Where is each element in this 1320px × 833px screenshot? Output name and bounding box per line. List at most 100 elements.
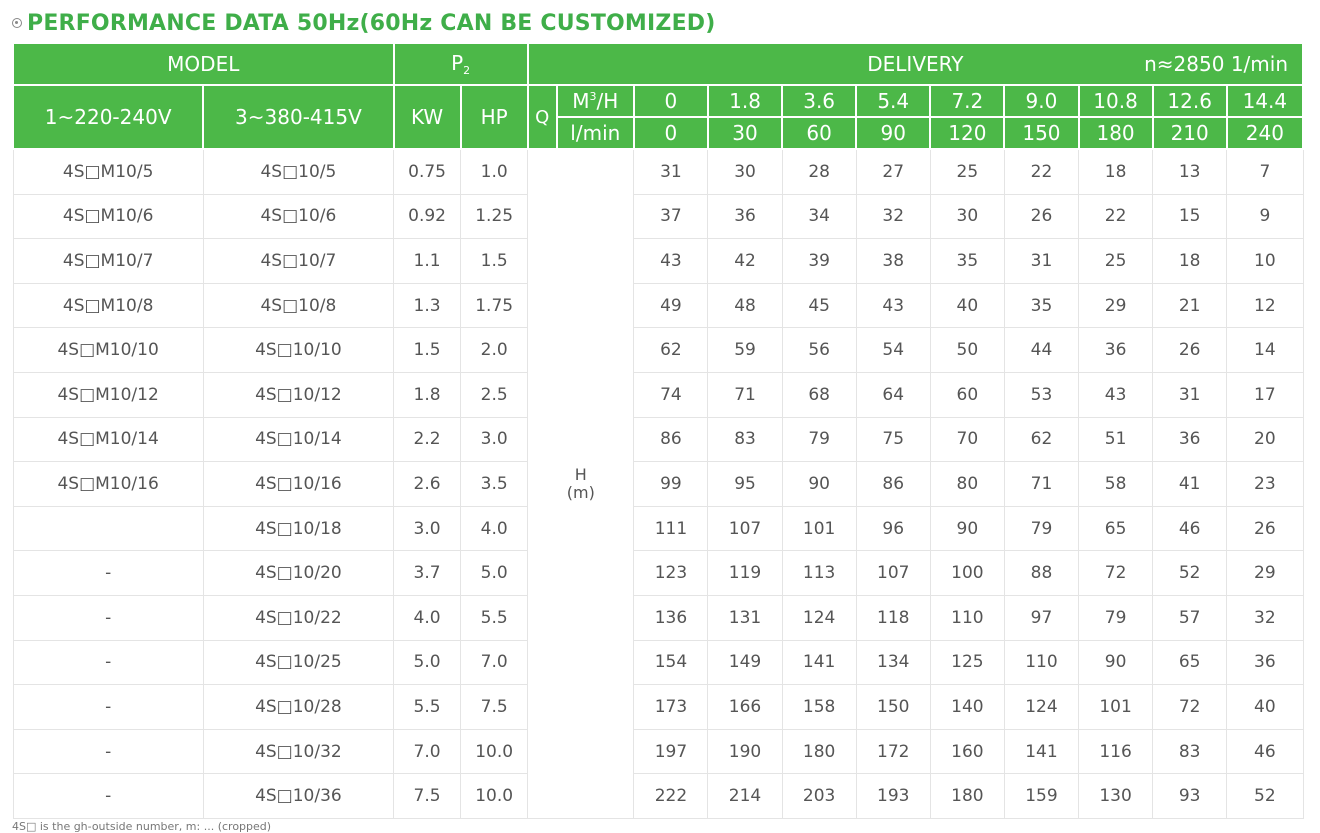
three-phase-model: 4S□10/28 bbox=[202, 684, 395, 730]
kw-value: 5.5 bbox=[393, 684, 462, 730]
head-label: H bbox=[574, 464, 587, 484]
head-value: 43 bbox=[633, 238, 709, 284]
head-value: 46 bbox=[1226, 728, 1304, 775]
head-value: 118 bbox=[855, 594, 931, 641]
head-value: 25 bbox=[929, 148, 1005, 195]
head-value: 36 bbox=[1078, 327, 1154, 373]
head-value: 130 bbox=[1078, 773, 1154, 819]
m3h-value: 14.4 bbox=[1225, 84, 1305, 118]
three-phase-model: 4S□10/22 bbox=[202, 594, 395, 641]
head-value: 27 bbox=[855, 148, 931, 195]
head-value: 44 bbox=[1003, 327, 1080, 373]
head-value: 43 bbox=[1078, 371, 1154, 418]
hp-value: 7.5 bbox=[460, 684, 529, 730]
head-value: 90 bbox=[929, 505, 1005, 552]
table-row: 4S□10/18 3.0 4.0 111 107 101 96 90 79 65 46 26 bbox=[12, 505, 1304, 552]
head-value: 56 bbox=[781, 327, 857, 373]
head-value: 20 bbox=[1226, 416, 1304, 463]
single-phase-model: 4S□M10/12 bbox=[12, 371, 204, 418]
kw-value: 2.2 bbox=[393, 416, 462, 463]
head-value: 26 bbox=[1003, 193, 1080, 240]
hp-value: 5.5 bbox=[460, 594, 529, 641]
head-value: 123 bbox=[633, 550, 709, 596]
head-value: 18 bbox=[1078, 148, 1154, 195]
head-value: 32 bbox=[855, 193, 931, 240]
head-value: 31 bbox=[1003, 238, 1080, 284]
head-value: 43 bbox=[855, 282, 931, 329]
head-value: 40 bbox=[929, 282, 1005, 329]
lmin-value: 180 bbox=[1077, 116, 1154, 150]
head-value: 30 bbox=[929, 193, 1005, 240]
head-value: 21 bbox=[1152, 282, 1228, 329]
head-value: 26 bbox=[1226, 505, 1304, 552]
kw-value: 0.75 bbox=[393, 148, 462, 195]
head-value: 58 bbox=[1078, 461, 1154, 507]
head-value: 150 bbox=[855, 684, 931, 730]
three-phase-model: 4S□10/8 bbox=[202, 282, 395, 329]
head-value: 141 bbox=[781, 639, 857, 686]
head-value: 160 bbox=[929, 728, 1005, 775]
head-value: 65 bbox=[1078, 505, 1154, 552]
head-value: 29 bbox=[1226, 550, 1304, 596]
single-phase-model: - bbox=[12, 773, 204, 819]
table-row: 4S□M10/7 4S□10/7 1.1 1.5 43 42 39 38 35 31 25 18 10 bbox=[12, 238, 1304, 284]
head-value: 119 bbox=[707, 550, 783, 596]
head-value: 62 bbox=[1003, 416, 1080, 463]
kw-value: 7.5 bbox=[393, 773, 462, 819]
table-body: 4S□M10/5 4S□10/5 0.75 1.0 H (m) 31 30 28 27 25 22 18… bbox=[12, 148, 1304, 819]
head-value: 50 bbox=[929, 327, 1005, 373]
head-value: 18 bbox=[1152, 238, 1228, 284]
head-value: 46 bbox=[1152, 505, 1228, 552]
single-phase-model: 4S□M10/7 bbox=[12, 238, 204, 284]
hp-value: 2.0 bbox=[460, 327, 529, 373]
table-row: 4S□M10/5 4S□10/5 0.75 1.0 H (m) 31 30 28 27 25 22 18… bbox=[12, 148, 1304, 819]
head-value: 52 bbox=[1226, 773, 1304, 819]
head-value: 124 bbox=[781, 594, 857, 641]
head-value: 190 bbox=[707, 728, 783, 775]
q-header: Q bbox=[526, 84, 558, 150]
head-value: 193 bbox=[855, 773, 931, 819]
head-value: 65 bbox=[1152, 639, 1228, 686]
head-value: 214 bbox=[707, 773, 783, 819]
head-value: 159 bbox=[1003, 773, 1080, 819]
hp-value: 1.0 bbox=[460, 148, 529, 195]
three-phase-model: 4S□10/5 bbox=[202, 148, 395, 195]
head-value: 80 bbox=[929, 461, 1005, 507]
table-row: 4S□M10/14 4S□10/14 2.2 3.0 86 83 79 75 70 62 51 36 2… bbox=[12, 416, 1304, 463]
lmin-value: 210 bbox=[1151, 116, 1228, 150]
head-value: 173 bbox=[633, 684, 709, 730]
head-value: 45 bbox=[781, 282, 857, 329]
single-phase-model: 4S□M10/14 bbox=[12, 416, 204, 463]
three-phase-model: 4S□10/16 bbox=[202, 461, 395, 507]
single-phase-model: 4S□M10/8 bbox=[12, 282, 204, 329]
head-value: 88 bbox=[1003, 550, 1080, 596]
head-value: 71 bbox=[1003, 461, 1080, 507]
head-value: 125 bbox=[929, 639, 1005, 686]
kw-header: KW bbox=[392, 84, 462, 150]
head-value: 149 bbox=[707, 639, 783, 686]
head-value: 68 bbox=[781, 371, 857, 418]
lmin-value: 30 bbox=[706, 116, 784, 150]
kw-value: 0.92 bbox=[393, 193, 462, 240]
head-value: 53 bbox=[1003, 371, 1080, 418]
head-value: 110 bbox=[1003, 639, 1080, 686]
single-phase-model: - bbox=[12, 684, 204, 730]
kw-value: 3.0 bbox=[393, 505, 462, 552]
table-row: 4S□M10/10 4S□10/10 1.5 2.0 62 59 56 54 50 44 36 26 1… bbox=[12, 327, 1304, 373]
head-value: 32 bbox=[1226, 594, 1304, 641]
head-value: 79 bbox=[781, 416, 857, 463]
p2-header: P2 bbox=[392, 42, 529, 86]
head-value: 36 bbox=[1152, 416, 1228, 463]
kw-value: 5.0 bbox=[393, 639, 462, 686]
table-row: 4S□M10/12 4S□10/12 1.8 2.5 74 71 68 64 60 53 43 31 1… bbox=[12, 371, 1304, 418]
single-phase-model: - bbox=[12, 550, 204, 596]
head-value: 30 bbox=[707, 148, 783, 195]
head-value: 166 bbox=[707, 684, 783, 730]
hp-value: 4.0 bbox=[460, 505, 529, 552]
head-value: 35 bbox=[1003, 282, 1080, 329]
head-value: 197 bbox=[633, 728, 709, 775]
speed-label: n≈2850 1/min bbox=[1144, 52, 1288, 76]
head-value: 140 bbox=[929, 684, 1005, 730]
three-phase-model: 4S□10/36 bbox=[202, 773, 395, 819]
head-value: 70 bbox=[929, 416, 1005, 463]
